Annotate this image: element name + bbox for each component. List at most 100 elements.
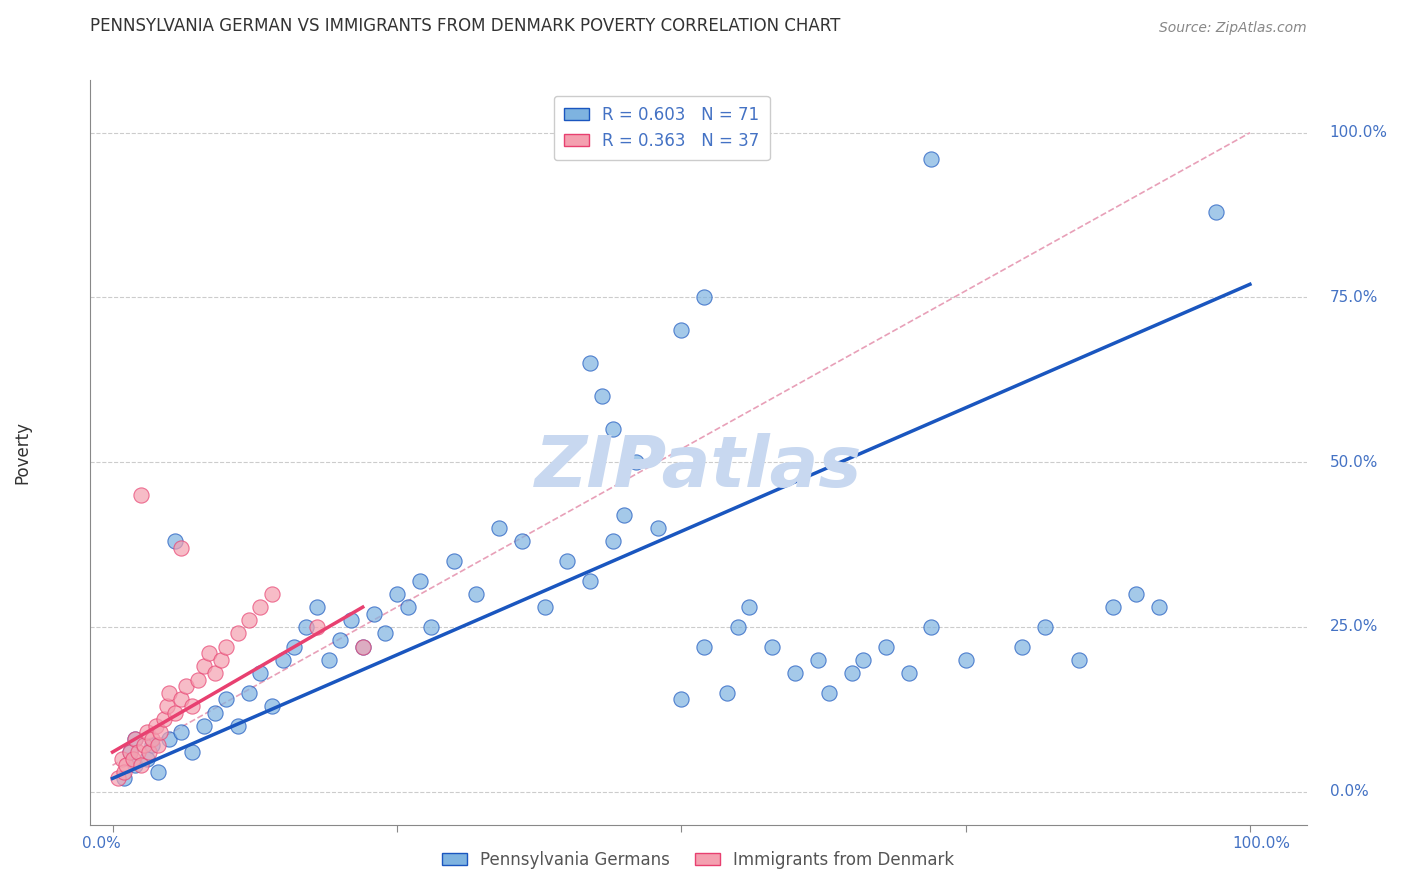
Point [271, 653, 294, 667]
Point [226, 626, 249, 640]
Point [165, 534, 187, 549]
Point [124, 731, 146, 746]
Point [215, 640, 238, 654]
Point [579, 356, 602, 370]
Point [352, 640, 374, 654]
Point [488, 521, 510, 535]
Point [198, 646, 221, 660]
Point [340, 613, 363, 627]
Text: 75.0%: 75.0% [1330, 290, 1378, 305]
Point [112, 772, 135, 786]
Point [716, 686, 738, 700]
Point [181, 745, 204, 759]
Point [260, 587, 283, 601]
Point [107, 772, 129, 786]
Point [170, 692, 193, 706]
Point [647, 521, 669, 535]
Point [920, 152, 942, 166]
Point [249, 666, 271, 681]
Point [671, 692, 693, 706]
Point [693, 290, 716, 304]
Point [226, 719, 249, 733]
Point [157, 731, 180, 746]
Point [165, 706, 187, 720]
Point [156, 698, 179, 713]
Text: Poverty: Poverty [14, 421, 32, 483]
Point [157, 686, 180, 700]
Point [283, 640, 305, 654]
Point [579, 574, 602, 588]
Point [238, 613, 260, 627]
Point [396, 600, 419, 615]
Point [408, 574, 430, 588]
Point [193, 659, 215, 673]
Point [122, 752, 145, 766]
Point [118, 745, 141, 759]
Point [118, 745, 141, 759]
Text: PENNSYLVANIA GERMAN VS IMMIGRANTS FROM DENMARK POVERTY CORRELATION CHART: PENNSYLVANIA GERMAN VS IMMIGRANTS FROM D… [90, 17, 841, 36]
Point [841, 666, 863, 681]
Point [307, 600, 329, 615]
Point [124, 731, 146, 746]
Point [204, 706, 226, 720]
Text: 50.0%: 50.0% [1330, 455, 1378, 470]
Point [591, 389, 613, 403]
Point [127, 745, 149, 759]
Point [138, 745, 160, 759]
Point [374, 626, 396, 640]
Point [738, 600, 761, 615]
Point [209, 653, 232, 667]
Point [363, 607, 385, 621]
Point [852, 653, 875, 667]
Point [465, 587, 488, 601]
Point [955, 653, 977, 667]
Point [1033, 620, 1056, 634]
Point [671, 323, 693, 337]
Point [1011, 640, 1033, 654]
Point [875, 640, 897, 654]
Point [727, 620, 749, 634]
Point [624, 455, 647, 469]
Point [897, 666, 920, 681]
Point [443, 554, 465, 568]
Point [693, 640, 716, 654]
Point [329, 633, 352, 648]
Point [613, 508, 636, 522]
Point [146, 764, 169, 779]
Point [1147, 600, 1170, 615]
Text: 100.0%: 100.0% [1232, 837, 1291, 851]
Text: Source: ZipAtlas.com: Source: ZipAtlas.com [1159, 21, 1306, 36]
Point [1069, 653, 1091, 667]
Point [170, 725, 193, 739]
Point [204, 666, 226, 681]
Point [129, 488, 152, 502]
Point [1125, 587, 1147, 601]
Point [215, 692, 238, 706]
Point [818, 686, 841, 700]
Point [1205, 204, 1227, 219]
Point [135, 752, 157, 766]
Point [295, 620, 318, 634]
Point [129, 758, 152, 772]
Point [761, 640, 783, 654]
Point [385, 587, 408, 601]
Point [145, 719, 167, 733]
Point [187, 673, 209, 687]
Point [176, 679, 198, 693]
Point [783, 666, 806, 681]
Point [152, 712, 174, 726]
Point [181, 698, 204, 713]
Text: 0.0%: 0.0% [82, 837, 121, 851]
Text: 25.0%: 25.0% [1330, 619, 1378, 634]
Point [141, 731, 163, 746]
Point [149, 725, 172, 739]
Point [249, 600, 271, 615]
Text: 100.0%: 100.0% [1330, 125, 1388, 140]
Point [141, 739, 163, 753]
Point [1102, 600, 1125, 615]
Point [170, 541, 193, 555]
Point [307, 620, 329, 634]
Legend: Pennsylvania Germans, Immigrants from Denmark: Pennsylvania Germans, Immigrants from De… [436, 845, 962, 876]
Point [135, 725, 157, 739]
Text: ZIPatlas: ZIPatlas [534, 433, 862, 501]
